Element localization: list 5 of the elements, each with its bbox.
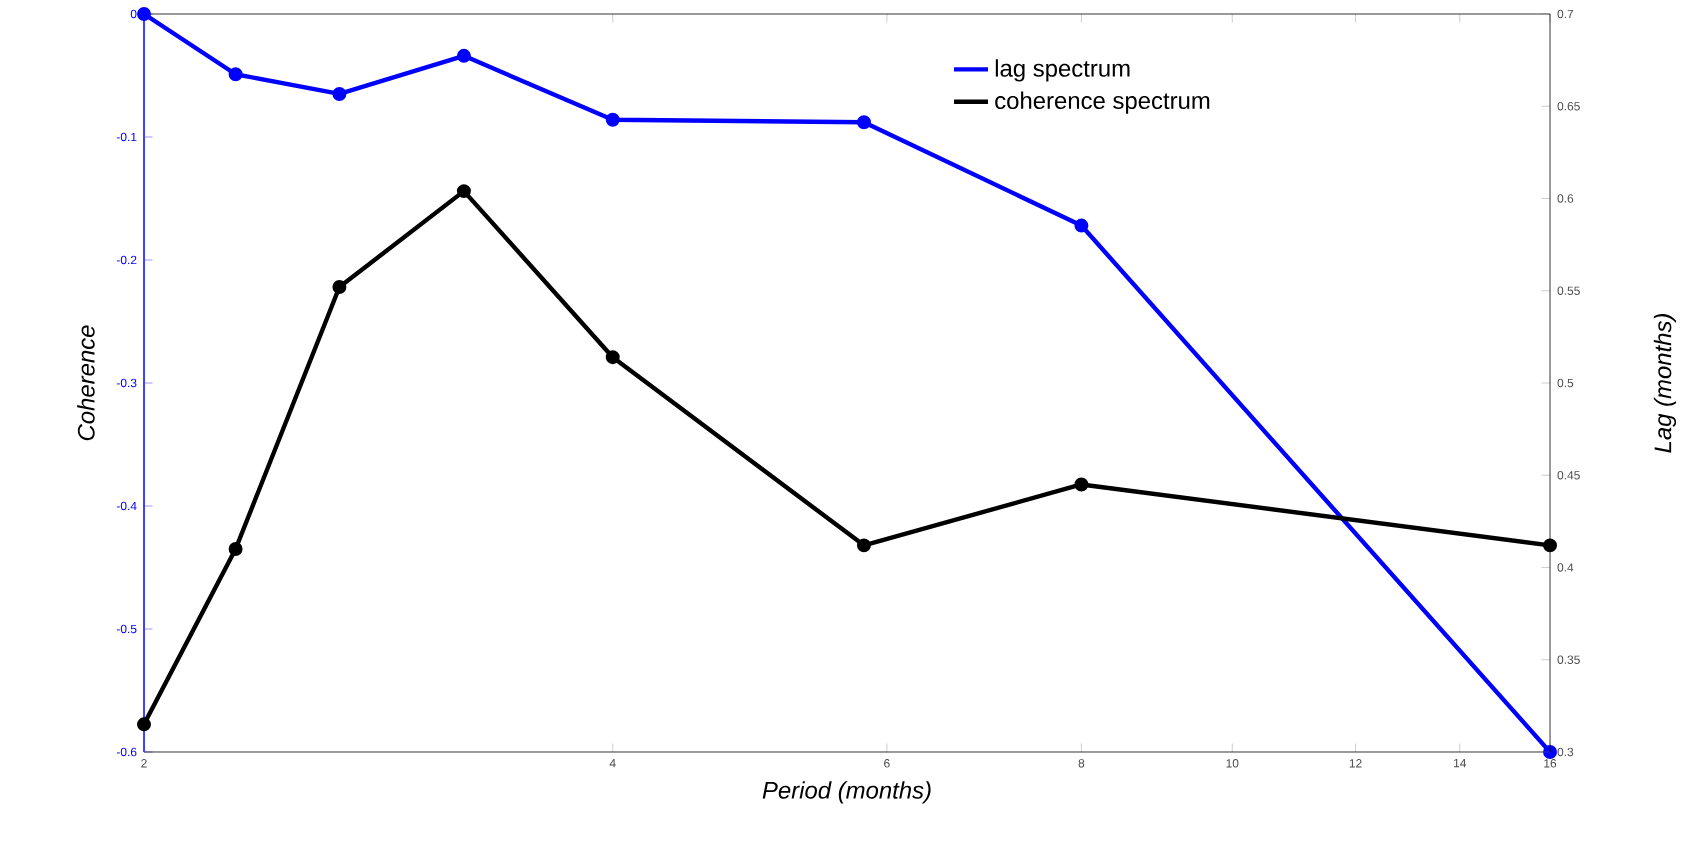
x-axis-title: Period (months) xyxy=(762,781,931,804)
legend-label: lag spectrum xyxy=(995,59,1130,82)
y-axis-title: Coherence xyxy=(77,325,95,441)
y2-axis-title: Lag (months) xyxy=(1653,314,1677,453)
legend-label: coherence spectrum xyxy=(995,91,1210,114)
